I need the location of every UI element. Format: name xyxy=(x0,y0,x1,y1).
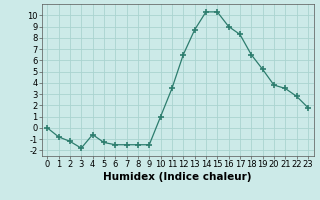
X-axis label: Humidex (Indice chaleur): Humidex (Indice chaleur) xyxy=(103,172,252,182)
